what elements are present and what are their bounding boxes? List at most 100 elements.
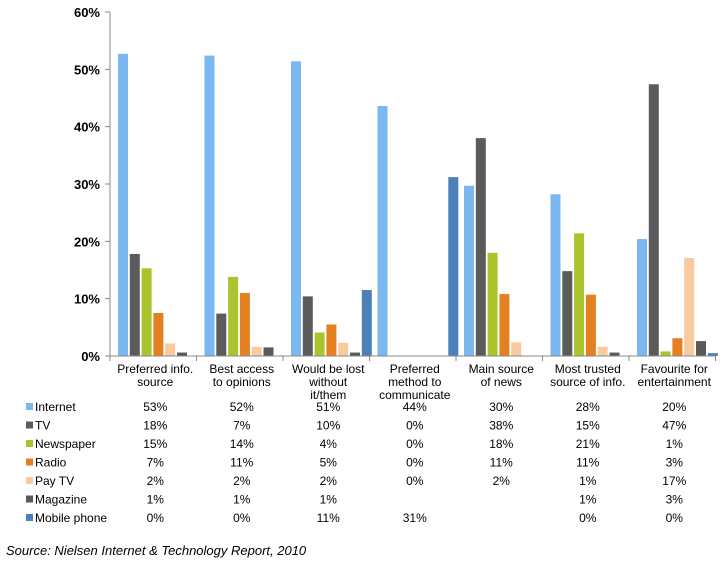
table-cell: 7% <box>147 456 165 470</box>
legend-swatch <box>26 421 33 429</box>
series-label: TV <box>35 419 50 433</box>
bar <box>216 313 227 356</box>
table-cell: 11% <box>230 456 253 470</box>
bar <box>550 194 561 356</box>
bar <box>361 290 372 356</box>
bar <box>585 294 596 356</box>
table-cell: 0% <box>579 511 597 525</box>
category-label: source <box>137 375 173 389</box>
table-cell: 2% <box>493 474 511 488</box>
table-cell: 53% <box>143 400 167 414</box>
legend-swatch <box>26 403 33 410</box>
bar <box>118 53 128 356</box>
bar <box>660 351 671 356</box>
bar <box>562 271 573 356</box>
category-label: communicate <box>379 388 451 402</box>
bar <box>648 84 659 357</box>
series-label: Mobile phone <box>35 511 107 525</box>
bar <box>153 313 164 356</box>
source-note: Source: Nielsen Internet & Technology Re… <box>6 543 307 558</box>
category-label: source of info. <box>550 375 625 389</box>
table-cell: 1% <box>666 437 684 451</box>
bar <box>499 294 510 356</box>
category-label: Preferred info. <box>117 362 193 376</box>
table-cell: 14% <box>230 437 254 451</box>
bar <box>696 341 706 356</box>
table-cell: 0% <box>147 511 165 525</box>
table-cell: 1% <box>579 474 597 488</box>
bar <box>475 138 486 356</box>
table-cell: 0% <box>406 456 424 470</box>
series-label: Radio <box>35 456 67 470</box>
table-cell: 18% <box>489 437 513 451</box>
table-cell: 15% <box>576 419 600 433</box>
table-cell: 52% <box>230 400 254 414</box>
series-label: Newspaper <box>35 437 96 451</box>
category-label: to opinions <box>213 375 271 389</box>
bar <box>684 257 695 356</box>
table-cell: 38% <box>489 419 513 433</box>
bar <box>609 352 620 356</box>
bar <box>464 185 474 356</box>
category-label: it/them <box>310 388 346 402</box>
bar <box>637 239 647 356</box>
table-cell: 1% <box>147 493 165 507</box>
table-cell: 7% <box>233 419 251 433</box>
category-label: Best access <box>209 362 274 376</box>
table-cell: 0% <box>406 437 424 451</box>
category-label: Most trusted <box>555 362 621 376</box>
bar <box>448 177 459 356</box>
table-cell: 0% <box>666 511 684 525</box>
table-cell: 15% <box>143 437 167 451</box>
legend-swatch <box>26 514 33 521</box>
table-cell: 11% <box>576 456 599 470</box>
category-label: method to <box>388 375 442 389</box>
table-cell: 1% <box>579 493 597 507</box>
bar <box>672 338 683 356</box>
y-tick-label: 40% <box>74 120 100 135</box>
table-cell: 11% <box>317 511 340 525</box>
bar <box>597 346 608 356</box>
bar <box>177 352 187 356</box>
bar <box>511 342 522 356</box>
bar <box>129 253 140 356</box>
table-cell: 0% <box>406 419 424 433</box>
legend-swatch <box>26 477 33 484</box>
y-tick-label: 10% <box>74 292 100 307</box>
bar <box>574 233 585 356</box>
category-label: entertainment <box>638 375 712 389</box>
table-cell: 20% <box>662 400 686 414</box>
bar <box>314 332 325 356</box>
bar <box>487 252 498 356</box>
y-tick-label: 60% <box>74 5 100 20</box>
bar <box>707 353 718 356</box>
table-cell: 1% <box>233 493 251 507</box>
table-cell: 21% <box>576 437 600 451</box>
bar <box>326 324 337 356</box>
table-cell: 11% <box>490 456 513 470</box>
table-cell: 30% <box>489 400 513 414</box>
bar <box>291 61 301 356</box>
table-cell: 10% <box>316 419 340 433</box>
table-cell: 2% <box>320 474 338 488</box>
bar <box>165 343 176 356</box>
series-label: Internet <box>35 400 76 414</box>
bar <box>204 55 215 356</box>
table-cell: 4% <box>320 437 338 451</box>
legend-swatch <box>26 458 33 466</box>
bar <box>239 292 250 356</box>
category-label: Main source <box>469 362 535 376</box>
bar <box>338 342 349 356</box>
series-label: Magazine <box>35 493 87 507</box>
y-tick-label: 50% <box>74 62 100 77</box>
table-cell: 28% <box>576 400 600 414</box>
table-cell: 3% <box>666 456 684 470</box>
bar <box>263 347 274 356</box>
bar <box>251 346 262 356</box>
table-cell: 2% <box>147 474 165 488</box>
bar <box>377 106 388 356</box>
bar <box>350 352 360 356</box>
category-label: Favourite for <box>641 362 708 376</box>
legend-swatch <box>26 440 33 447</box>
